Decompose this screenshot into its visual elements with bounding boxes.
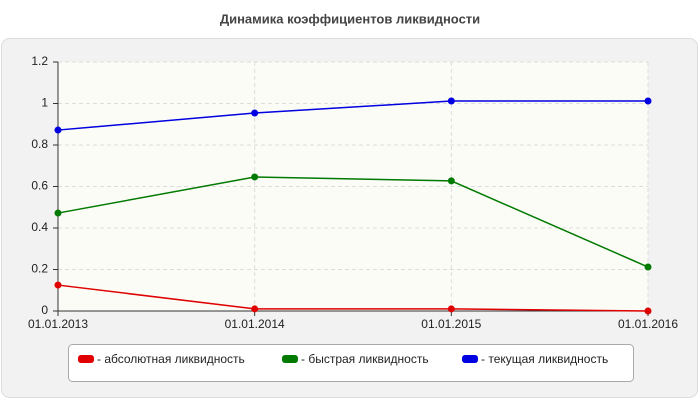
y-tick-label: 0.8 (31, 137, 48, 151)
legend (68, 344, 634, 382)
series-line (57, 284, 649, 312)
x-tick-label: 01.01.2014 (225, 317, 285, 331)
data-point (251, 305, 259, 313)
legend-label: - абсолютная ликвидность (97, 352, 245, 366)
data-point (54, 281, 62, 289)
data-point (447, 177, 455, 185)
legend-label: - текущая ликвидность (481, 352, 608, 366)
y-tick-label: 0.2 (31, 262, 48, 276)
y-tick-label: 0 (41, 303, 48, 317)
y-tick-label: 1.2 (31, 54, 48, 68)
y-tick-label: 0.4 (31, 220, 48, 234)
x-tick-label: 01.01.2013 (28, 317, 88, 331)
data-point (251, 173, 259, 181)
data-point (447, 97, 455, 105)
chart-title: Динамика коэффициентов ликвидности (220, 11, 480, 26)
series-line (57, 176, 649, 268)
data-point (54, 209, 62, 217)
data-point (644, 263, 652, 271)
data-point (251, 109, 259, 117)
data-point (644, 307, 652, 315)
data-point (54, 126, 62, 134)
y-tick-label: 1 (41, 96, 48, 110)
series-line (57, 100, 648, 131)
legend-swatch (282, 355, 298, 363)
legend-swatch (462, 355, 478, 363)
data-point (644, 97, 652, 105)
y-tick-label: 0.6 (31, 179, 48, 193)
data-point (447, 305, 455, 313)
x-tick-label: 01.01.2015 (421, 317, 481, 331)
legend-swatch (78, 355, 94, 363)
legend-label: - быстрая ликвидность (301, 352, 429, 366)
x-tick-label: 01.01.2016 (618, 317, 678, 331)
